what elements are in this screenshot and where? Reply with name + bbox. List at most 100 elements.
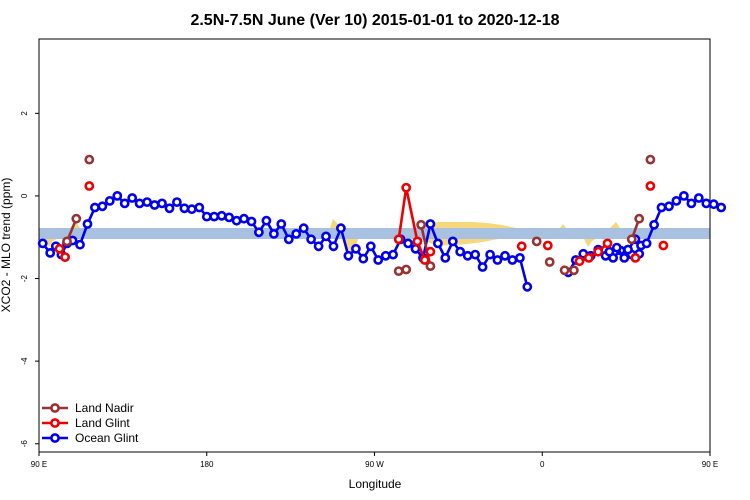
y-tick-label: -2: [20, 274, 29, 282]
ocean-glint-point: [321, 231, 331, 242]
ocean-glint-point: [261, 215, 272, 226]
y-tick-label: 0: [20, 193, 29, 198]
ocean-glint-point: [134, 198, 145, 209]
land-glint-point: [583, 252, 594, 263]
ocean-glint-point: [142, 197, 152, 207]
ocean-glint-point: [462, 250, 473, 261]
ocean-glint-point: [343, 250, 354, 261]
ocean-glint-point: [358, 253, 369, 264]
land-nadir-point: [531, 236, 542, 247]
land-nadir-point: [559, 265, 570, 276]
land-patch-islands: [70, 222, 620, 228]
land-nadir-point: [634, 213, 645, 224]
land-glint-point: [412, 236, 423, 247]
ocean-glint-point: [224, 212, 234, 223]
ocean-glint-point: [246, 216, 257, 227]
ocean-glint-point: [716, 202, 727, 213]
ocean-glint-point: [373, 255, 384, 265]
land-nadir-point: [416, 219, 426, 230]
ocean-glint-point: [97, 201, 108, 212]
ocean-glint-point: [656, 202, 667, 213]
ocean-glint-point: [623, 244, 633, 255]
ocean-glint-point: [388, 249, 398, 260]
land-glint-point: [593, 246, 604, 257]
ocean-glint-point: [470, 249, 481, 260]
ocean-glint-point: [276, 219, 287, 229]
ocean-glint-point: [253, 227, 264, 238]
ocean-glint-point: [403, 238, 413, 249]
ocean-glint-point: [127, 193, 138, 203]
ocean-glint-point: [485, 249, 495, 260]
ocean-glint-point: [432, 238, 443, 249]
ocean-glint-point: [500, 250, 510, 261]
ocean-glint-point: [365, 241, 376, 252]
ocean-glint-point: [641, 238, 652, 249]
ocean-glint-point: [447, 236, 458, 247]
land-glint-point: [419, 255, 430, 265]
ocean-glint-point: [335, 223, 346, 234]
land-nadir-point: [626, 234, 637, 245]
x-axis-label: Longitude: [349, 477, 402, 491]
ocean-glint-point: [179, 203, 190, 214]
x-tick-label: 90 E: [702, 460, 718, 469]
land-glint-point: [54, 243, 65, 254]
ocean-glint-point: [522, 281, 533, 292]
x-tick-label: 90 E: [31, 460, 47, 469]
land-glint-point: [645, 181, 656, 191]
land-glint-point: [574, 256, 585, 267]
land-glint-point: [425, 246, 436, 257]
ocean-glint-point: [75, 239, 85, 250]
land-patch-africa: [423, 221, 516, 228]
ocean-glint-point: [455, 246, 466, 257]
ocean-glint-point: [611, 242, 622, 253]
ocean-glint-point: [515, 252, 525, 263]
y-tick-label: 2: [20, 111, 29, 116]
x-axis: 90 E 180 90 W 0 90 E: [31, 452, 718, 469]
ocean-glint-point: [186, 204, 197, 215]
ocean-glint-point: [350, 243, 361, 254]
land-glint-point: [516, 241, 527, 252]
y-axis-label: XCO2 - MLO trend (ppm): [0, 178, 13, 313]
ocean-glint-point: [693, 193, 704, 203]
ocean-glint-point: [440, 252, 451, 263]
ocean-glint-point: [492, 255, 503, 265]
series-land-nadir: [62, 154, 656, 276]
legend-ocean-glint-marker: [50, 433, 60, 443]
ocean-glint-point: [209, 211, 220, 222]
ocean-glint-point: [298, 223, 309, 234]
land-glint-point: [630, 252, 641, 263]
land-nadir-point: [569, 265, 579, 276]
ocean-glint-point: [604, 246, 615, 257]
ocean-glint-point: [328, 241, 339, 252]
land-glint-point: [393, 234, 404, 245]
legend-land-glint-label: Land Glint: [75, 416, 130, 430]
land-nadir-point: [393, 266, 404, 276]
ocean-glint-point: [104, 195, 115, 206]
ocean-glint-point: [283, 234, 294, 245]
ocean-glint-point: [664, 201, 674, 212]
ocean-glint-point: [164, 203, 175, 214]
y-tick-label: -4: [20, 357, 29, 365]
ocean-glint-point: [194, 202, 205, 213]
ocean-glint-point: [119, 198, 130, 209]
ocean-glint-point: [306, 234, 316, 245]
land-nadir-point: [71, 213, 82, 224]
ocean-glint-point: [216, 210, 227, 221]
ocean-glint-point: [149, 200, 160, 210]
ocean-glint-point: [231, 215, 242, 226]
ocean-glint-point: [671, 195, 682, 206]
land-glint-point: [658, 240, 669, 251]
ocean-glint-point: [619, 252, 630, 263]
ocean-glint-point: [701, 198, 712, 209]
series-ocean-glint: [37, 190, 727, 292]
ocean-glint-point: [82, 219, 93, 229]
y-axis: 2 0 -2 -4 -6: [20, 111, 39, 447]
land-patch-asia-right: [584, 239, 596, 247]
x-tick-label: 0: [540, 460, 545, 469]
land-patch-asia-left: [45, 239, 57, 247]
ocean-glint-point: [291, 228, 302, 239]
legend-ocean-glint-label: Ocean Glint: [75, 431, 139, 445]
ocean-glint-point: [157, 198, 167, 209]
